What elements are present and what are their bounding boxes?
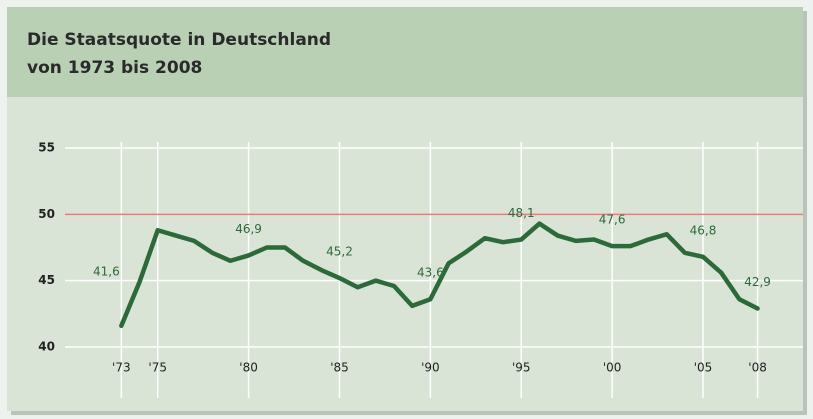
x-tick-label: '85 xyxy=(330,361,349,375)
data-line xyxy=(119,221,760,329)
data-label: 43,6 xyxy=(417,266,444,280)
chart-title: von 1973 bis 2008 xyxy=(27,58,202,78)
header-band xyxy=(7,7,803,97)
x-tick-label: '75 xyxy=(148,361,167,375)
chart-title: Die Staatsquote in Deutschland xyxy=(27,30,331,50)
x-tick-label: '95 xyxy=(512,361,531,375)
y-tick-label: 55 xyxy=(38,141,55,155)
y-tick-label: 50 xyxy=(38,207,55,221)
x-tick-label: '00 xyxy=(603,361,622,375)
data-label: 41,6 xyxy=(93,264,120,278)
data-label: 46,9 xyxy=(235,222,262,236)
y-tick-label: 40 xyxy=(38,340,55,354)
x-tick-label: '90 xyxy=(421,361,440,375)
data-label: 42,9 xyxy=(744,275,771,289)
x-tick-label: '08 xyxy=(748,361,767,375)
data-label: 48,1 xyxy=(508,206,535,220)
x-tick-label: '80 xyxy=(239,361,258,375)
x-tick-label: '73 xyxy=(112,361,131,375)
data-label: 46,8 xyxy=(690,223,717,237)
y-tick-label: 45 xyxy=(38,273,55,287)
data-label: 47,6 xyxy=(599,213,626,227)
data-label: 45,2 xyxy=(326,245,353,259)
x-tick-label: '05 xyxy=(694,361,713,375)
